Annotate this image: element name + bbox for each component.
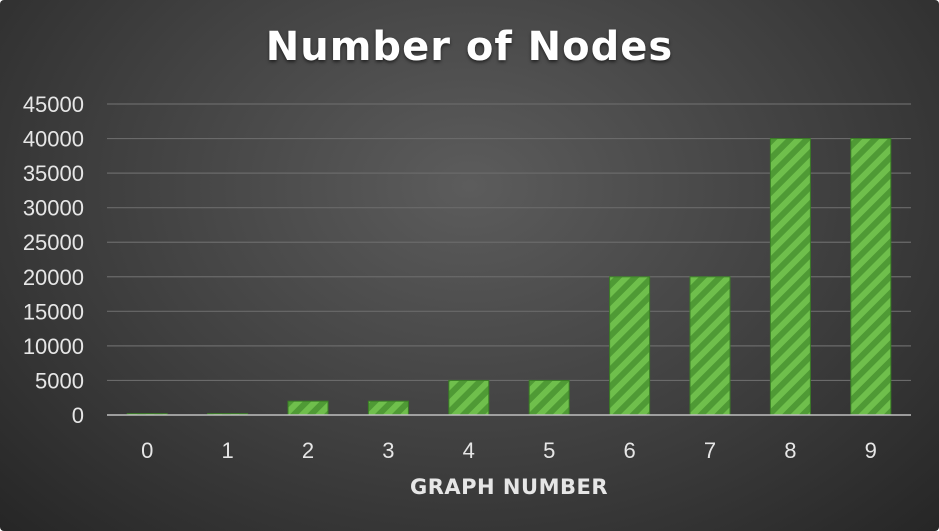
x-tick-label: 5 — [543, 438, 555, 463]
x-tick-label: 3 — [382, 438, 394, 463]
y-tick-label: 20000 — [23, 265, 84, 290]
x-axis-title: GRAPH NUMBER — [410, 475, 608, 499]
x-tick-label: 0 — [141, 438, 153, 463]
x-axis-ticks: 0 1 2 3 4 5 6 7 8 9 — [141, 438, 877, 463]
x-tick-label: 1 — [221, 438, 233, 463]
x-tick-label: 7 — [704, 438, 716, 463]
y-tick-label: 0 — [72, 403, 84, 428]
y-tick-label: 10000 — [23, 334, 84, 359]
y-tick-label: 35000 — [23, 161, 84, 186]
x-tick-label: 2 — [302, 438, 314, 463]
y-tick-label: 15000 — [23, 299, 84, 324]
bar-9 — [850, 138, 892, 416]
bar-3 — [367, 400, 409, 416]
x-tick-label: 6 — [623, 438, 635, 463]
y-tick-label: 5000 — [35, 368, 84, 393]
y-tick-label: 30000 — [23, 196, 84, 221]
bars — [126, 138, 892, 416]
x-tick-label: 9 — [865, 438, 877, 463]
chart-title: Number of Nodes — [265, 24, 674, 70]
bar-5 — [528, 379, 570, 416]
bar-7 — [689, 276, 731, 416]
y-tick-label: 45000 — [23, 92, 84, 117]
bar-6 — [609, 276, 651, 416]
bar-4 — [448, 379, 490, 416]
y-axis-ticks: 0 5000 10000 15000 20000 25000 30000 35000 40000… — [23, 92, 84, 428]
x-tick-label: 8 — [784, 438, 796, 463]
y-tick-label: 40000 — [23, 127, 84, 152]
y-tick-label: 25000 — [23, 230, 84, 255]
bar-8 — [769, 138, 811, 416]
bar-2 — [287, 400, 329, 416]
x-tick-label: 4 — [463, 438, 475, 463]
